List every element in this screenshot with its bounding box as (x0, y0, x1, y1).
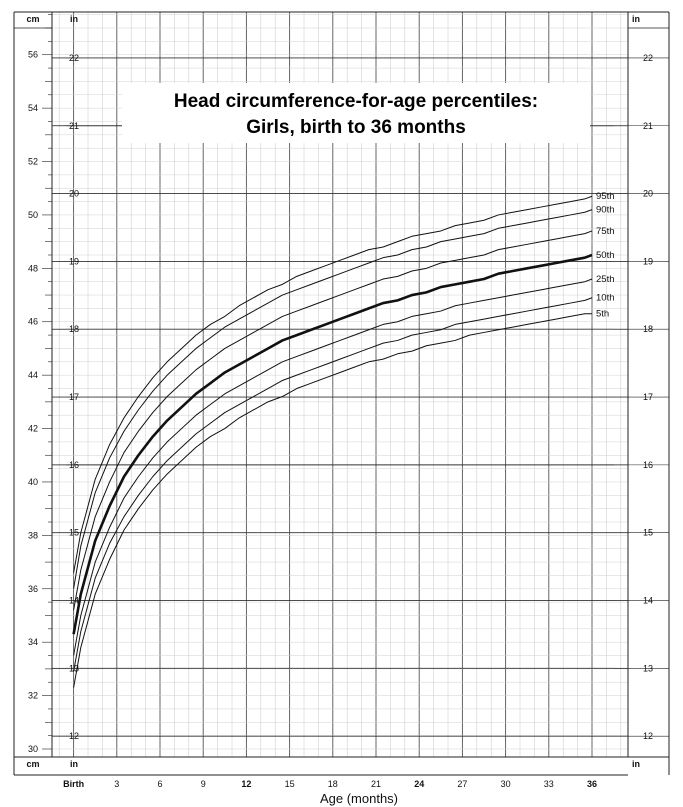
in-tick-label-left: 15 (69, 528, 79, 538)
x-tick-label: 3 (114, 779, 119, 789)
right-in-unit-top: in (632, 14, 640, 24)
percentile-label-50th: 50th (596, 250, 615, 261)
cm-tick-label: 34 (28, 637, 38, 647)
in-tick-label-left: 12 (69, 731, 79, 741)
in-tick-label-right: 22 (643, 53, 653, 63)
percentile-labels: 95th 90th 75th 50th 25th 10th 5th (596, 191, 615, 319)
percentile-label-10th: 10th (596, 293, 615, 304)
x-tick-label: 21 (371, 779, 381, 789)
percentile-curve-90th (73, 209, 593, 589)
x-tick-label: 36 (587, 779, 597, 789)
title-line-1: Head circumference-for-age percentiles: (174, 91, 538, 112)
x-tick-label: Birth (63, 779, 84, 789)
left-cm-unit-bottom: cm (26, 759, 39, 769)
x-tick-label: 9 (201, 779, 206, 789)
cm-tick-label: 46 (28, 317, 38, 327)
in-tick-label-left: 16 (69, 460, 79, 470)
cm-tick-label: 36 (28, 584, 38, 594)
cm-tick-label: 44 (28, 370, 38, 380)
percentile-curve-5th (73, 313, 592, 688)
in-tick-label-left: 14 (69, 596, 79, 606)
cm-tick-label: 52 (28, 157, 38, 167)
in-tick-label-left: 17 (69, 392, 79, 402)
cm-tick-label: 38 (28, 530, 38, 540)
left-in-unit-bottom: in (70, 759, 78, 769)
in-tick-label-right: 14 (643, 596, 653, 606)
cm-tick-label: 48 (28, 263, 38, 273)
right-in-unit-bottom: in (632, 759, 640, 769)
in-tick-label-left: 19 (69, 256, 79, 266)
in-tick-label-right: 18 (643, 324, 653, 334)
cm-tick-label: 32 (28, 691, 38, 701)
cm-tick-label: 40 (28, 477, 38, 487)
cm-tick-label: 30 (28, 744, 38, 754)
left-cm-unit-top: cm (26, 14, 39, 24)
x-tick-label: 15 (285, 779, 295, 789)
percentile-curve-25th (73, 278, 593, 656)
x-tick-label: 30 (501, 779, 511, 789)
x-tick-label: 24 (414, 779, 424, 789)
in-tick-label-right: 13 (643, 663, 653, 673)
left-in-unit-top: in (70, 14, 78, 24)
in-tick-label-left: 18 (69, 324, 79, 334)
percentile-label-95th: 95th (596, 191, 615, 202)
x-tick-label: 6 (157, 779, 162, 789)
chart-title: Head circumference-for-age percentiles: … (122, 83, 590, 143)
x-tick-label: 27 (457, 779, 467, 789)
percentile-label-25th: 25th (596, 274, 615, 285)
in-tick-label-right: 19 (643, 256, 653, 266)
in-tick-label-right: 21 (643, 121, 653, 131)
percentile-curve-10th (73, 297, 593, 672)
percentile-curves (72, 195, 593, 688)
title-line-2: Girls, birth to 36 months (246, 117, 466, 138)
in-tick-label-left: 20 (69, 189, 79, 199)
cm-tick-label: 50 (28, 210, 38, 220)
percentile-label-90th: 90th (596, 205, 615, 216)
in-tick-label-right: 17 (643, 392, 653, 402)
in-tick-label-right: 15 (643, 528, 653, 538)
percentile-label-5th: 5th (596, 309, 609, 320)
cm-tick-label: 56 (28, 50, 38, 60)
x-tick-label: 12 (241, 779, 251, 789)
in-tick-label-left: 13 (69, 663, 79, 673)
cm-tick-label: 54 (28, 103, 38, 113)
in-tick-label-right: 12 (643, 731, 653, 741)
cm-tick-label: 42 (28, 424, 38, 434)
in-tick-label-left: 22 (69, 53, 79, 63)
in-tick-label-left: 21 (69, 121, 79, 131)
percentile-curve-95th (73, 195, 593, 573)
in-tick-label-right: 20 (643, 189, 653, 199)
in-tick-label-right: 16 (643, 460, 653, 470)
percentile-curve-50th (72, 253, 593, 635)
percentile-label-75th: 75th (596, 226, 615, 237)
x-tick-label: 18 (328, 779, 338, 789)
title-box (122, 83, 590, 143)
axes: cm in in cm in in Age (months) 303234363… (26, 14, 669, 806)
chart-frame (13, 11, 670, 776)
x-axis-title: Age (months) (320, 791, 398, 806)
x-tick-label: 33 (544, 779, 554, 789)
percentile-curve-75th (73, 230, 593, 611)
